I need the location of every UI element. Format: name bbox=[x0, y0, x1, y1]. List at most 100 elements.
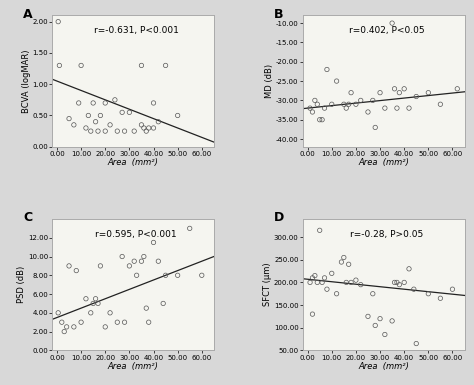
Point bbox=[369, 97, 376, 104]
Point bbox=[352, 101, 360, 107]
Point bbox=[121, 128, 128, 134]
Point bbox=[143, 128, 150, 134]
Point bbox=[60, 328, 68, 335]
Point bbox=[137, 258, 145, 264]
Point bbox=[150, 100, 157, 106]
Text: D: D bbox=[273, 211, 284, 224]
Point bbox=[405, 105, 413, 111]
X-axis label: Area  (mm²): Area (mm²) bbox=[358, 158, 409, 167]
Y-axis label: BCVA (logMAR): BCVA (logMAR) bbox=[22, 49, 31, 113]
X-axis label: Area  (mm²): Area (mm²) bbox=[108, 158, 158, 167]
Point bbox=[391, 280, 398, 286]
Point bbox=[70, 122, 78, 128]
Point bbox=[97, 112, 104, 119]
Point bbox=[376, 90, 384, 96]
Point bbox=[174, 272, 182, 278]
Point bbox=[328, 270, 336, 276]
Point bbox=[94, 300, 102, 306]
Text: A: A bbox=[23, 8, 33, 20]
Point bbox=[388, 318, 396, 324]
Point bbox=[87, 128, 94, 134]
Point bbox=[306, 105, 314, 111]
Point bbox=[340, 101, 347, 107]
Text: r=0.595, P<0.001: r=0.595, P<0.001 bbox=[95, 229, 177, 238]
Point bbox=[130, 258, 138, 264]
Point bbox=[347, 90, 355, 96]
Point bbox=[101, 128, 109, 134]
Point bbox=[311, 273, 319, 279]
Point bbox=[143, 305, 150, 311]
Point bbox=[186, 225, 193, 231]
Text: r=-0.631, P<0.001: r=-0.631, P<0.001 bbox=[94, 26, 179, 35]
Point bbox=[63, 324, 71, 330]
Point bbox=[328, 101, 336, 107]
Point bbox=[357, 97, 365, 104]
Point bbox=[55, 18, 62, 25]
Point bbox=[357, 281, 365, 288]
Point bbox=[87, 310, 94, 316]
Point bbox=[313, 101, 321, 107]
Point bbox=[150, 125, 157, 131]
Text: B: B bbox=[273, 8, 283, 20]
Point bbox=[174, 112, 182, 119]
Point bbox=[381, 105, 389, 111]
Point bbox=[306, 280, 314, 286]
Point bbox=[106, 122, 114, 128]
Point bbox=[145, 319, 153, 325]
Point bbox=[65, 116, 73, 122]
Point bbox=[364, 313, 372, 320]
Point bbox=[396, 90, 403, 96]
Point bbox=[309, 311, 316, 317]
Point bbox=[425, 90, 432, 96]
Point bbox=[75, 100, 82, 106]
Point bbox=[316, 117, 323, 123]
Point bbox=[369, 291, 376, 297]
Point bbox=[55, 310, 62, 316]
Point bbox=[372, 322, 379, 328]
Point bbox=[316, 227, 323, 233]
Point bbox=[126, 263, 133, 269]
Y-axis label: SFCT (μm): SFCT (μm) bbox=[264, 263, 273, 306]
Point bbox=[113, 319, 121, 325]
Point bbox=[309, 275, 316, 281]
Y-axis label: MD (dB): MD (dB) bbox=[265, 64, 274, 98]
Point bbox=[101, 100, 109, 106]
Point bbox=[198, 272, 206, 278]
Point bbox=[111, 97, 118, 103]
Point bbox=[121, 319, 128, 325]
Point bbox=[345, 261, 353, 267]
Point bbox=[342, 105, 350, 111]
Point bbox=[118, 253, 126, 259]
Point bbox=[412, 340, 420, 346]
Point bbox=[150, 239, 157, 246]
Point bbox=[323, 286, 331, 292]
Point bbox=[401, 86, 408, 92]
Point bbox=[410, 286, 418, 292]
Point bbox=[391, 86, 398, 92]
Point bbox=[162, 62, 169, 69]
Point bbox=[401, 280, 408, 286]
Point bbox=[319, 117, 326, 123]
Point bbox=[437, 101, 444, 107]
Point bbox=[454, 86, 461, 92]
Point bbox=[437, 295, 444, 301]
Point bbox=[340, 254, 347, 261]
Point bbox=[381, 331, 389, 338]
Text: r=0.402, P<0.05: r=0.402, P<0.05 bbox=[349, 26, 425, 35]
Point bbox=[323, 66, 331, 72]
Point bbox=[82, 296, 90, 302]
Point bbox=[92, 119, 100, 125]
Point bbox=[159, 300, 167, 306]
Point bbox=[352, 277, 360, 283]
Point bbox=[90, 100, 97, 106]
Point bbox=[155, 258, 162, 264]
Point bbox=[313, 280, 321, 286]
Point bbox=[82, 125, 90, 131]
Point bbox=[113, 128, 121, 134]
Point bbox=[101, 324, 109, 330]
Point bbox=[319, 280, 326, 286]
Point bbox=[58, 319, 65, 325]
Point bbox=[130, 128, 138, 134]
Point bbox=[90, 300, 97, 306]
Point bbox=[162, 272, 169, 278]
